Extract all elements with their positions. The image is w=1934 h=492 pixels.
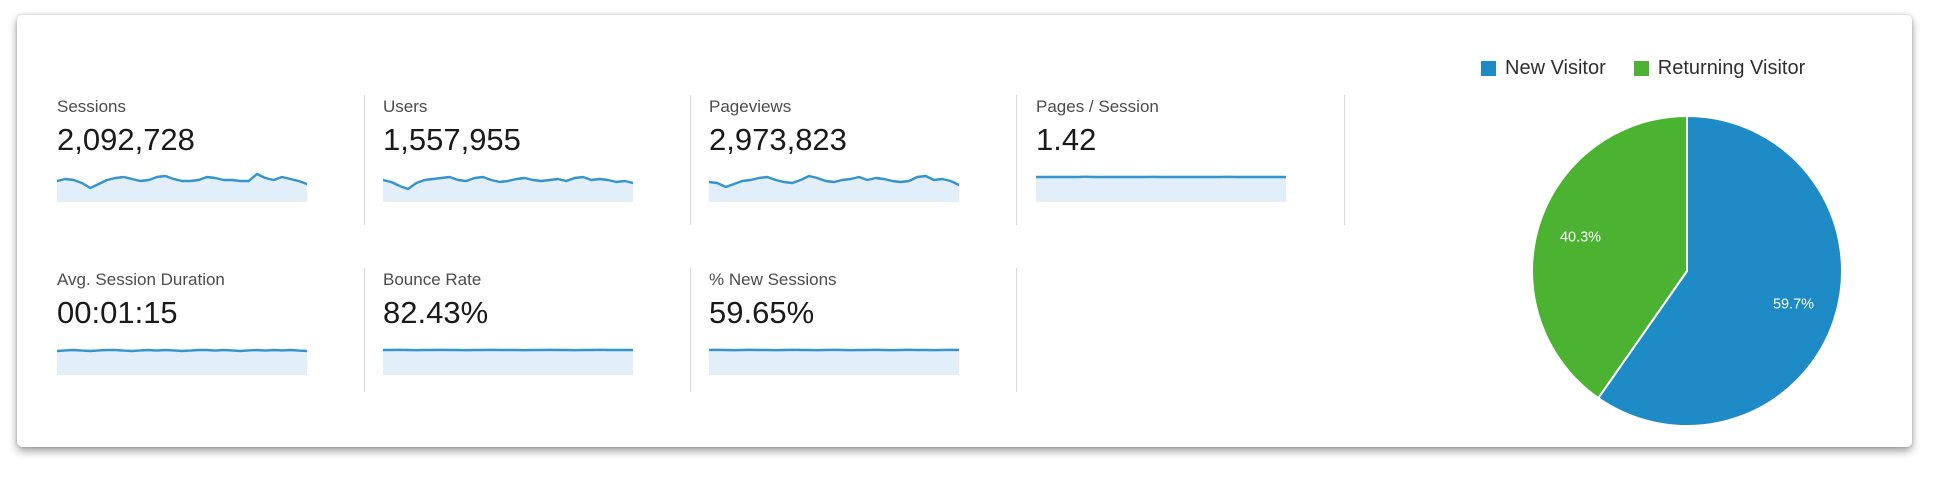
users-sparkline — [383, 175, 633, 202]
metric-value: 1.42 — [1036, 122, 1097, 157]
metric-label: Bounce Rate — [383, 270, 482, 289]
metric-card-avg-session-duration[interactable]: Avg. Session Duration 00:01:15 — [39, 268, 365, 392]
visitor-type-pie-chart: 59.7% 40.3% — [1531, 115, 1844, 427]
pie-slice-label: 59.7% — [1773, 296, 1814, 312]
pie-slice-new-visitor[interactable] — [1597, 115, 1844, 427]
legend-label: New Visitor — [1505, 57, 1606, 79]
metric-card-bounce-rate[interactable]: Bounce Rate 82.43% — [365, 268, 691, 392]
pageviews-sparkline — [709, 174, 959, 202]
avg-session-duration-sparkline — [57, 348, 307, 375]
metric-label: Users — [383, 97, 428, 116]
pie-legend: New Visitor Returning Visitor — [1481, 57, 1805, 80]
metric-card-sessions[interactable]: Sessions 2,092,728 — [39, 95, 365, 225]
analytics-overview-panel: Sessions 2,092,728 Users 1,557,955 Pagev… — [17, 15, 1912, 447]
metric-value: 82.43% — [383, 295, 489, 330]
legend-swatch-returning-visitor — [1633, 61, 1649, 76]
legend-item-new-visitor: New Visitor — [1481, 57, 1606, 80]
metric-label: Pages / Session — [1036, 97, 1159, 116]
metric-card-pages-per-session[interactable]: Pages / Session 1.42 — [1018, 95, 1345, 225]
bounce-rate-sparkline — [383, 348, 633, 375]
legend-item-returning-visitor: Returning Visitor — [1633, 57, 1806, 80]
metric-value: 2,092,728 — [57, 122, 195, 157]
pie-slice-returning-visitor[interactable] — [1531, 115, 1688, 400]
metric-label: Pageviews — [709, 97, 792, 116]
metric-value: 2,973,823 — [709, 122, 847, 157]
sessions-sparkline — [57, 172, 307, 202]
metric-value: 59.65% — [709, 295, 815, 330]
pie-slice-label: 40.3% — [1560, 229, 1601, 245]
pages-per-session-sparkline — [1036, 175, 1286, 202]
metric-card-pageviews[interactable]: Pageviews 2,973,823 — [691, 95, 1017, 225]
metric-value: 00:01:15 — [57, 295, 178, 330]
metric-value: 1,557,955 — [383, 122, 521, 157]
metric-label: % New Sessions — [709, 270, 837, 289]
metric-card-percent-new-sessions[interactable]: % New Sessions 59.65% — [691, 268, 1017, 392]
metric-card-users[interactable]: Users 1,557,955 — [365, 95, 691, 225]
metric-label: Avg. Session Duration — [57, 270, 225, 289]
legend-swatch-new-visitor — [1481, 61, 1496, 76]
metric-label: Sessions — [57, 97, 126, 116]
percent-new-sessions-sparkline — [709, 348, 959, 375]
legend-label: Returning Visitor — [1657, 57, 1806, 79]
